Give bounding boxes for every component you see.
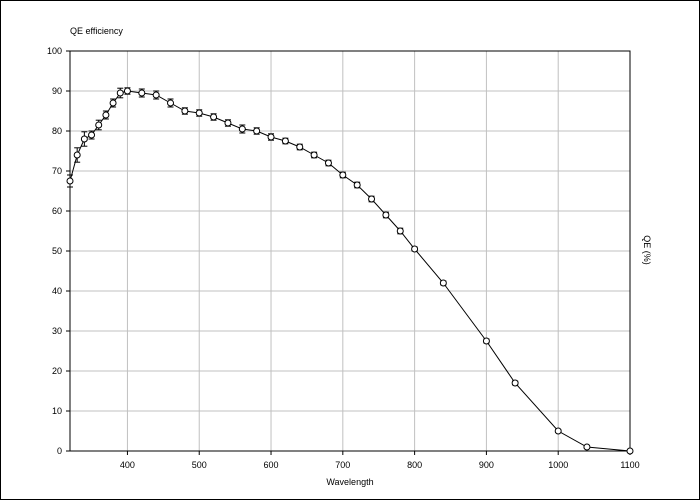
chart-title: QE efficiency	[70, 26, 123, 36]
data-point	[195, 109, 203, 117]
data-point	[583, 443, 591, 451]
y-tick-label: 20	[52, 366, 62, 376]
data-point	[80, 135, 88, 143]
x-tick-label: 1000	[548, 460, 568, 470]
data-point	[73, 151, 81, 159]
data-point	[116, 89, 124, 97]
data-point	[238, 125, 246, 133]
y-tick-label: 10	[52, 406, 62, 416]
x-axis: 400 500 600 700 800 900 1000 1100	[120, 451, 640, 470]
data-point	[396, 227, 404, 235]
data-point	[310, 151, 318, 159]
data-point	[411, 245, 419, 253]
data-point	[353, 181, 361, 189]
y-tick-label: 50	[52, 246, 62, 256]
y-tick-label: 80	[52, 126, 62, 136]
data-point	[281, 137, 289, 145]
y-tick-label: 90	[52, 86, 62, 96]
data-point	[95, 121, 103, 129]
data-point	[253, 127, 261, 135]
data-point	[102, 111, 110, 119]
data-point	[267, 133, 275, 141]
data-point	[109, 99, 117, 107]
data-point	[368, 195, 376, 203]
x-tick-label: 900	[479, 460, 494, 470]
data-point	[482, 337, 490, 345]
y-tick-label: 40	[52, 286, 62, 296]
series-line	[69, 90, 631, 452]
data-point	[66, 177, 74, 185]
data-point	[123, 87, 131, 95]
x-axis-label: Wavelength	[326, 477, 373, 487]
y-tick-label: 30	[52, 326, 62, 336]
data-point	[511, 379, 519, 387]
data-point	[152, 91, 160, 99]
y-axis-label: QE (%)	[642, 235, 652, 265]
data-point	[626, 447, 634, 455]
y-axis: 0 10 20 30 40 50 60 70 80 90 100	[47, 46, 70, 456]
y-tick-label: 70	[52, 166, 62, 176]
data-point	[296, 143, 304, 151]
series-group	[66, 87, 634, 455]
data-point	[324, 159, 332, 167]
data-point	[88, 131, 96, 139]
y-tick-label: 60	[52, 206, 62, 216]
data-point	[339, 171, 347, 179]
data-point	[382, 211, 390, 219]
data-point	[554, 427, 562, 435]
x-tick-label: 700	[335, 460, 350, 470]
x-tick-label: 500	[192, 460, 207, 470]
y-tick-label: 100	[47, 46, 62, 56]
x-tick-label: 400	[120, 460, 135, 470]
x-tick-label: 1100	[620, 460, 639, 470]
data-point	[439, 279, 447, 287]
data-point	[224, 119, 232, 127]
y-tick-label: 0	[57, 446, 62, 456]
data-point	[167, 99, 175, 107]
data-point	[210, 113, 218, 121]
x-tick-label: 800	[407, 460, 422, 470]
grid-lines	[70, 50, 631, 452]
data-point	[138, 89, 146, 97]
data-point	[181, 107, 189, 115]
x-tick-label: 600	[264, 460, 279, 470]
